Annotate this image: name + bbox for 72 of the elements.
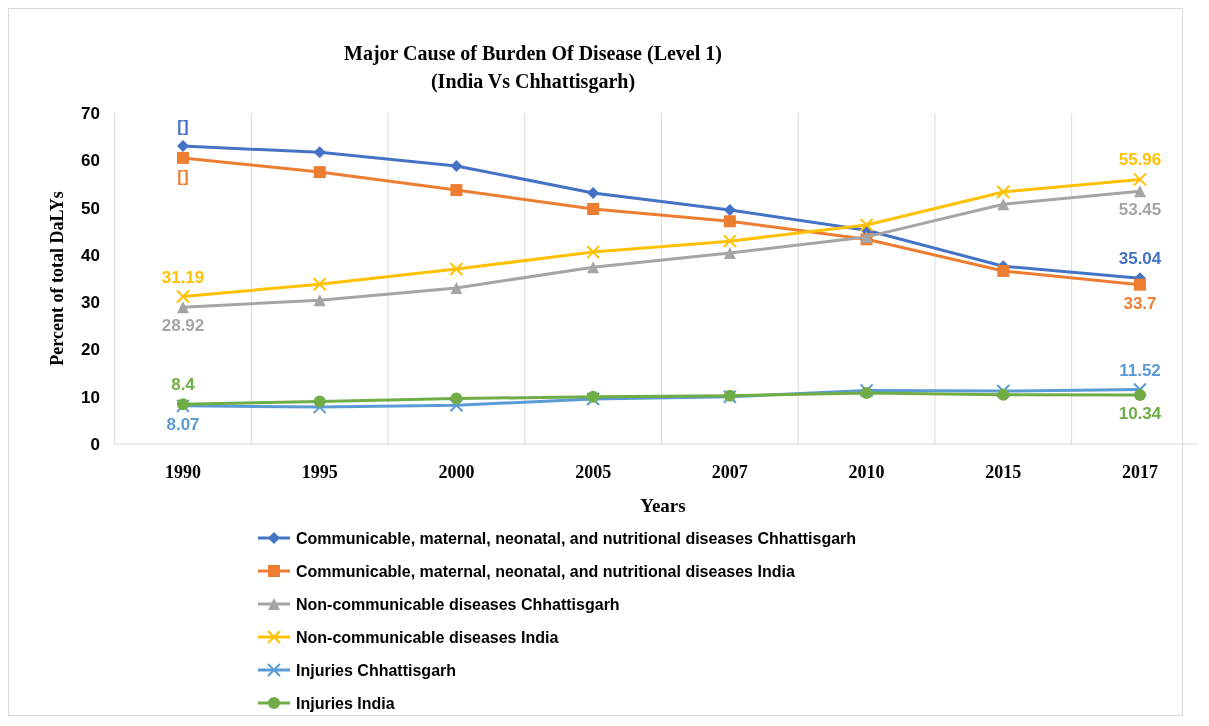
data-label: 33.7 — [1123, 293, 1157, 313]
legend-label: Non-communicable diseases India — [296, 628, 559, 646]
y-tick-label: 30 — [81, 293, 100, 313]
legend-label: Non-communicable diseases Chhattisgarh — [296, 595, 620, 613]
data-label: [] — [177, 117, 189, 137]
x-tick-label: 1990 — [165, 462, 201, 482]
point — [449, 262, 464, 277]
point — [723, 246, 736, 259]
point — [723, 203, 736, 216]
point — [177, 140, 189, 153]
x-tick-label: 2007 — [711, 462, 748, 482]
legend-label: Communicable, maternal, neonatal, and nutritional diseases India — [296, 562, 795, 580]
point — [1134, 185, 1146, 198]
point — [996, 384, 1011, 399]
point — [450, 184, 463, 197]
point — [1133, 172, 1147, 187]
data-label: 8.07 — [166, 414, 200, 434]
legend-label: Injuries Chhattisgarh — [296, 661, 457, 679]
x-axis-title: Years — [640, 495, 686, 516]
data-label: 11.52 — [1119, 360, 1161, 380]
x-tick-label: 2000 — [438, 462, 475, 482]
x-tick-label: 1995 — [301, 462, 338, 482]
y-tick-label: 60 — [81, 151, 100, 171]
x-tick-label: 2015 — [985, 462, 1022, 482]
point — [586, 245, 601, 260]
x-tick-label: 2010 — [848, 462, 885, 482]
legend-label: Communicable, maternal, neonatal, and nutritional diseases Chhattisgarh — [296, 529, 857, 547]
point — [587, 202, 600, 215]
point — [587, 261, 600, 274]
data-label: 53.45 — [1118, 200, 1162, 220]
y-tick-label: 0 — [90, 434, 100, 454]
point — [997, 198, 1010, 211]
point — [1134, 278, 1146, 291]
point — [997, 388, 1010, 401]
y-tick-label: 50 — [81, 198, 100, 218]
point — [313, 166, 326, 179]
point — [177, 301, 189, 314]
data-label: 28.92 — [161, 316, 205, 336]
point — [996, 184, 1011, 199]
point — [587, 186, 600, 199]
point — [450, 159, 463, 172]
point — [450, 281, 463, 294]
point — [859, 218, 874, 233]
data-label: 55.96 — [1118, 150, 1162, 170]
point — [176, 289, 190, 304]
y-tick-label: 40 — [81, 245, 100, 265]
chart-title: Major Cause of Burden Of Disease (Level 1) (India Vs Chhattisgarh) — [344, 42, 722, 93]
point — [313, 146, 326, 159]
point — [449, 398, 464, 413]
point — [313, 395, 326, 408]
y-tick-label: 10 — [81, 387, 100, 407]
point — [313, 294, 326, 307]
point — [587, 390, 600, 403]
data-label: 35.04 — [1118, 249, 1162, 269]
point — [723, 215, 736, 228]
data-label: 31.19 — [161, 267, 205, 287]
point — [312, 277, 327, 292]
data-label: 10.34 — [1118, 404, 1162, 424]
point — [450, 392, 463, 405]
y-axis-title: Percent of total DaLYs — [47, 191, 67, 366]
y-tick-label: 70 — [81, 103, 100, 123]
point — [722, 234, 737, 249]
y-tick-label: 20 — [81, 340, 100, 360]
point — [177, 151, 189, 164]
x-tick-label: 2005 — [575, 462, 612, 482]
point — [997, 264, 1010, 277]
data-label: 8.4 — [171, 375, 196, 395]
data-label: [] — [177, 166, 189, 186]
point — [1134, 389, 1146, 402]
point — [586, 392, 601, 407]
x-tick-label: 2017 — [1122, 462, 1158, 482]
legend-label: Injuries India — [296, 694, 395, 712]
